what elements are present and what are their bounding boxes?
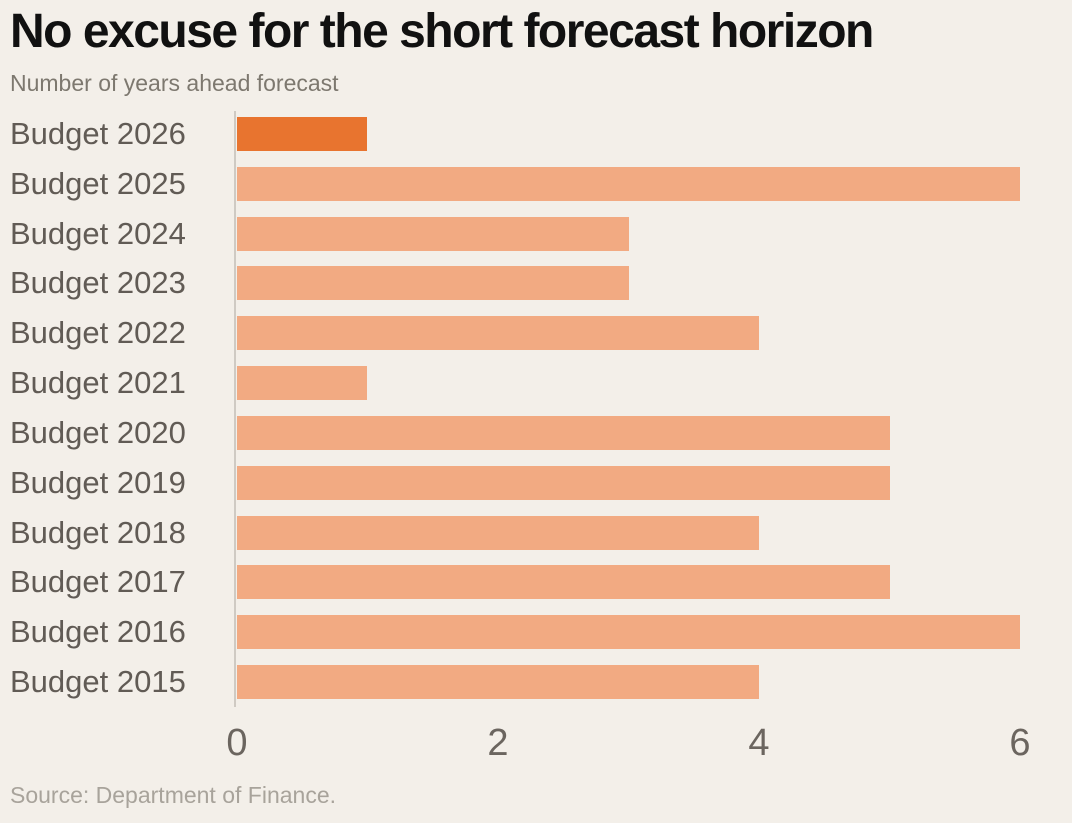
bar-row: Budget 2026 (0, 109, 1072, 159)
bar-track (237, 316, 1020, 351)
bar (237, 615, 1020, 650)
bar-track (237, 116, 1020, 151)
x-tick-label: 4 (748, 722, 770, 764)
bar-track (237, 565, 1020, 600)
chart-title: No excuse for the short forecast horizon (10, 5, 874, 58)
bar-row: Budget 2017 (0, 557, 1072, 607)
category-label: Budget 2020 (10, 414, 186, 450)
category-label: Budget 2023 (10, 265, 186, 301)
bar (237, 465, 890, 500)
bar-track (237, 366, 1020, 401)
bar (237, 216, 629, 251)
bar (237, 665, 759, 700)
bar-row: Budget 2024 (0, 209, 1072, 259)
bar-track (237, 266, 1020, 301)
bar-track (237, 166, 1020, 201)
bar-row: Budget 2018 (0, 508, 1072, 558)
bar (237, 565, 890, 600)
category-label: Budget 2024 (10, 215, 186, 251)
chart-subtitle: Number of years ahead forecast (10, 70, 339, 96)
category-label: Budget 2019 (10, 464, 186, 500)
bar (237, 415, 890, 450)
category-label: Budget 2026 (10, 115, 186, 151)
x-tick-label: 6 (1009, 722, 1031, 764)
bar-track (237, 515, 1020, 550)
bar-track (237, 216, 1020, 251)
bar-row: Budget 2022 (0, 308, 1072, 358)
category-label: Budget 2022 (10, 315, 186, 351)
category-label: Budget 2017 (10, 564, 186, 600)
bar-track (237, 665, 1020, 700)
bar-row: Budget 2016 (0, 607, 1072, 657)
bar-row: Budget 2019 (0, 458, 1072, 508)
bar-row: Budget 2020 (0, 408, 1072, 458)
bar-rows: Budget 2026 Budget 2025 Budget 2024 Budget … (0, 109, 1072, 707)
category-label: Budget 2021 (10, 365, 186, 401)
bar (237, 515, 759, 550)
bar-highlighted (237, 116, 368, 151)
x-tick-label: 0 (226, 722, 248, 764)
bar-row: Budget 2015 (0, 657, 1072, 707)
category-label: Budget 2015 (10, 664, 186, 700)
x-axis-ticks: 0 2 4 6 (0, 722, 1072, 768)
bar-track (237, 615, 1020, 650)
category-label: Budget 2018 (10, 514, 186, 550)
x-tick-label: 2 (487, 722, 509, 764)
bar-row: Budget 2021 (0, 358, 1072, 408)
bar-row: Budget 2025 (0, 159, 1072, 209)
bar (237, 166, 1020, 201)
category-label: Budget 2016 (10, 614, 186, 650)
source-note: Source: Department of Finance. (10, 782, 336, 808)
y-axis-line (234, 111, 236, 707)
category-label: Budget 2025 (10, 165, 186, 201)
bar (237, 366, 368, 401)
bar (237, 316, 759, 351)
bar-track (237, 465, 1020, 500)
bar-track (237, 415, 1020, 450)
bar-row: Budget 2023 (0, 258, 1072, 308)
bar (237, 266, 629, 301)
